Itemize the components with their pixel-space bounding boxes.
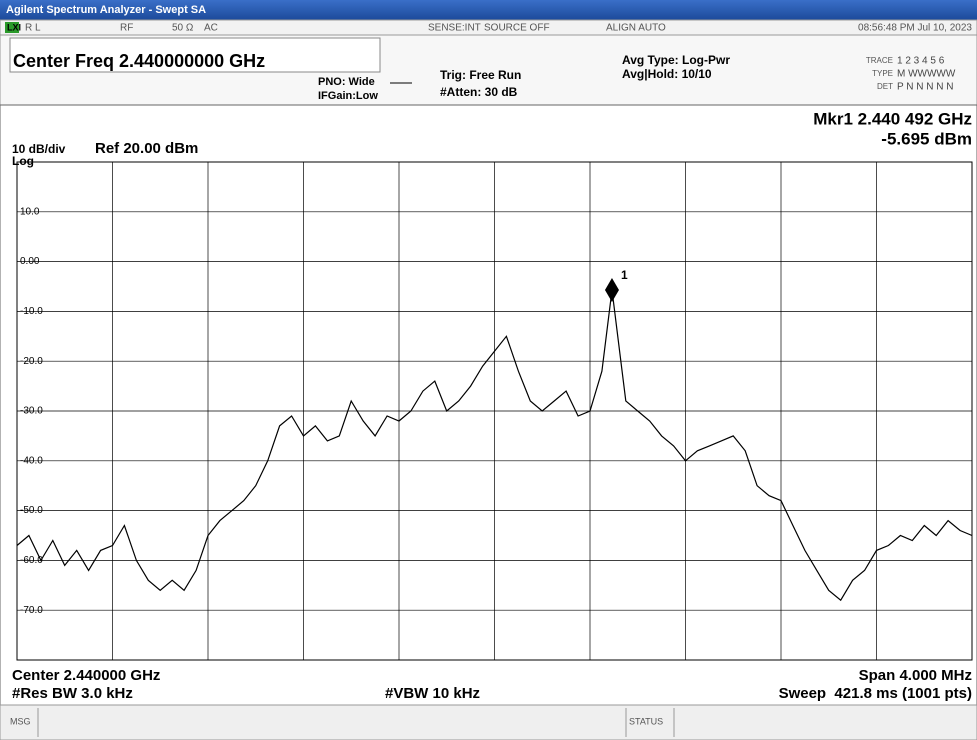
avg-hold: Avg|Hold: 10/10 (622, 67, 712, 81)
trace-label: TRACE (866, 56, 893, 65)
rbw: #Res BW 3.0 kHz (12, 685, 133, 702)
y-tick-label: 10.0 (20, 206, 40, 217)
y-tick-label: 0.00 (20, 256, 40, 267)
coupling: AC (204, 23, 218, 34)
marker-freq: Mkr1 2.440 492 GHz (813, 109, 972, 128)
sense: SENSE:INT (428, 23, 481, 34)
impedance: 50 Ω (172, 23, 194, 34)
lxi-badge (5, 22, 19, 33)
time: 08:56:48 PM Jul 10, 2023 (858, 23, 972, 34)
center-freq-box (9, 37, 381, 73)
scale: 10 dB/div (12, 142, 66, 156)
span: Span 4.000 MHz (859, 667, 972, 684)
ifgain: IFGain:Low (318, 90, 378, 102)
det-vals: P N N N N N (897, 82, 954, 93)
ref-level: Ref 20.00 dBm (95, 140, 198, 157)
msg: MSG (10, 716, 31, 726)
y-tick-label: -30.0 (20, 406, 43, 417)
status: STATUS (629, 716, 663, 726)
message-bar (0, 704, 977, 740)
center-freq: Center Freq 2.440000000 GHz (13, 51, 265, 71)
rf: RF (120, 23, 133, 34)
type-label: TYPE (872, 69, 893, 78)
y-tick-label: -70.0 (20, 605, 43, 616)
y-tick-label: -50.0 (20, 505, 43, 516)
det-label: DET (877, 82, 893, 91)
display (0, 104, 977, 706)
window-title: Agilent Spectrum Analyzer - Swept SA (6, 4, 206, 16)
align: ALIGN AUTO (606, 23, 666, 34)
log: Log (12, 154, 34, 168)
y-tick-label: -20.0 (20, 356, 43, 367)
vbw: #VBW 10 kHz (385, 685, 480, 702)
title-bar (0, 0, 977, 20)
marker-amp: -5.695 dBm (881, 129, 972, 148)
center: Center 2.440000 GHz (12, 667, 160, 684)
atten: #Atten: 30 dB (440, 85, 518, 99)
trace (16, 289, 973, 602)
sweep: Sweep 421.8 ms (1001 pts) (779, 685, 972, 702)
y-tick-label: -60.0 (20, 555, 43, 566)
marker (604, 277, 619, 302)
lxi: LXI (7, 22, 21, 32)
trace-nums: 1 2 3 4 5 6 (897, 56, 945, 67)
marker-label: 1 (621, 268, 628, 282)
rl: R L (25, 23, 41, 34)
trig: Trig: Free Run (440, 68, 521, 82)
source: SOURCE OFF (484, 23, 550, 34)
y-tick-label: -40.0 (20, 455, 43, 466)
pno: PNO: Wide (318, 76, 375, 88)
y-tick-label: -10.0 (20, 306, 43, 317)
avg-type: Avg Type: Log-Pwr (622, 53, 730, 67)
type-vals: M WWWWW (897, 69, 956, 80)
